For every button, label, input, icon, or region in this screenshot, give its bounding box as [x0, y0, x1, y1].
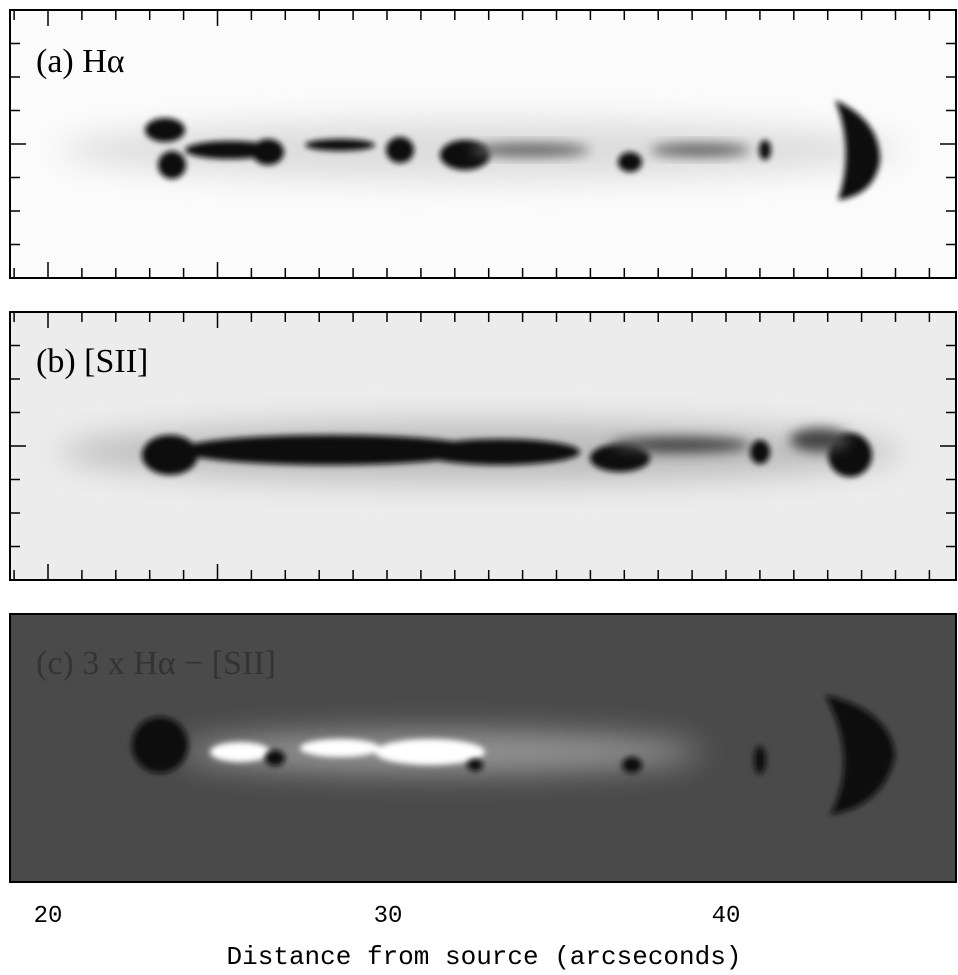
x-tick-label: 20 — [34, 903, 63, 930]
panel-label: (c) 3 x Hα − [SII] — [36, 645, 276, 682]
x-axis-label: Distance from source (arcseconds) — [227, 942, 742, 972]
x-tick-label: 30 — [374, 903, 403, 930]
panel-label: (b) [SII] — [36, 343, 148, 380]
panel-b: (b) [SII] — [10, 312, 956, 580]
x-tick-label: 40 — [712, 903, 741, 930]
figure: (a) Hα (b) [SII] — [0, 0, 958, 975]
panel-a: (a) Hα — [10, 10, 956, 278]
panel-label: (a) Hα — [36, 43, 125, 80]
panel-c: (c) 3 x Hα − [SII] — [10, 614, 956, 882]
page: {"panels": [{"label": "(a) Hα"}, {"label… — [0, 0, 958, 975]
